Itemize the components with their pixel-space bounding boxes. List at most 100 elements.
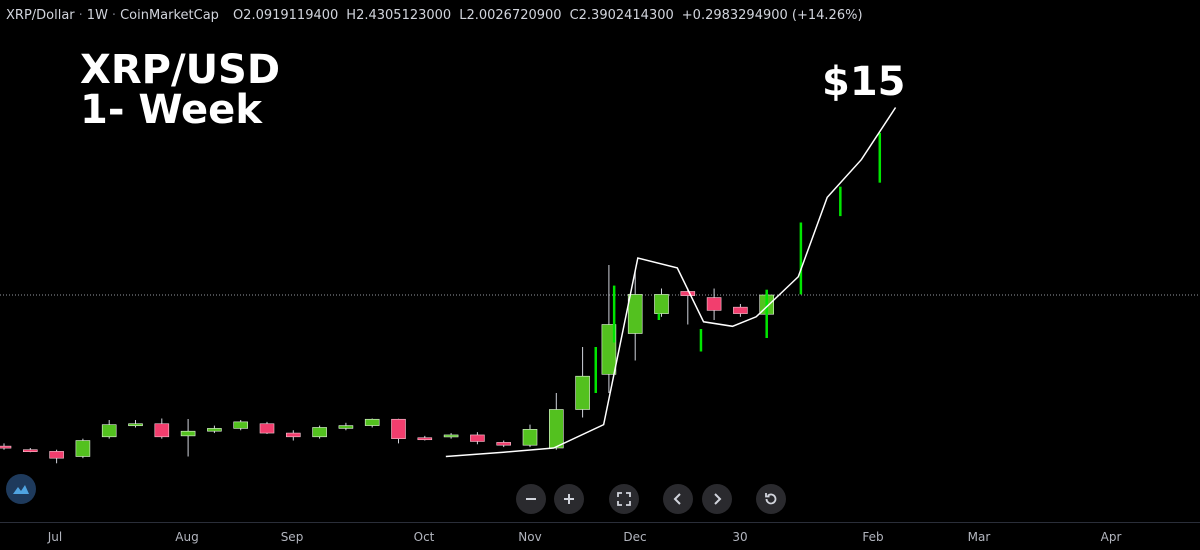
reset-icon [765,493,777,505]
candle [101,420,117,439]
candle [75,438,91,459]
candle-body [75,440,91,457]
candle [496,440,512,448]
candle [548,393,564,450]
x-tick-label: Sep [280,530,304,544]
high-value: 2.4305123000 [356,8,452,23]
tradingview-logo-icon[interactable] [6,474,36,504]
chart-title: XRP/USD 1- Week [80,50,280,130]
candle-body [654,294,669,314]
candle-body [338,425,354,429]
candle [338,422,354,431]
scroll-back-button[interactable] [663,484,693,514]
candle [627,270,643,361]
candle-body [154,423,170,438]
chart-title-line2: 1- Week [80,87,262,133]
low-label: L [459,8,467,23]
candle-body [101,424,117,438]
open-value: 2.0919119400 [243,8,339,23]
candle-body [733,306,748,314]
candles-group [0,265,775,464]
candle-body [522,429,538,446]
fullscreen-button[interactable] [609,484,639,514]
candle [654,288,669,317]
chevron-right-icon [714,493,722,505]
x-tick-label: Aug [175,530,199,544]
price-chart[interactable]: $15 [0,0,1200,522]
chevron-left-icon [673,493,681,505]
candle-body [627,294,643,334]
candle-body [443,434,459,438]
candle [180,419,196,457]
candle [601,265,617,393]
change-value: +0.2983294900 (+14.26%) [681,8,863,23]
candle [680,288,696,325]
plus-icon [564,494,574,504]
candle [128,420,143,428]
candle-body [706,297,722,311]
chart-legend: XRP/Dollar · 1W · CoinMarketCap O2.0919119400… [6,8,863,23]
candle [733,303,748,317]
candle [706,288,722,320]
candle-body [496,442,512,446]
scroll-forward-button[interactable] [702,484,732,514]
symbol-name[interactable]: XRP/Dollar [6,8,75,23]
candle-body [259,423,275,434]
x-tick-label: Apr [1100,530,1122,544]
candle [417,435,433,441]
x-tick-label: Dec [623,530,647,544]
candle-body [548,409,564,449]
candle-body [391,418,406,439]
close-label: C [569,8,579,23]
candle [233,420,248,431]
open-label: O [232,8,244,23]
reset-chart-button[interactable] [756,484,786,514]
candle-body [0,445,12,449]
interval-label[interactable]: 1W [86,8,108,23]
candle-body [680,291,696,296]
candle-body [180,430,196,437]
fullscreen-icon [617,492,631,506]
candle-body [575,375,590,410]
zoom-in-button[interactable] [554,484,584,514]
candle [443,433,459,439]
target-annotation: $15 [822,59,906,105]
candle-body [128,423,143,427]
candle [207,425,222,434]
x-tick-label: Nov [518,530,542,544]
time-axis[interactable]: Jul Aug Sep Oct Nov Dec 30 Feb Mar Apr [0,522,1200,550]
candle-body [207,428,222,432]
chart-title-line1: XRP/USD [80,47,281,93]
low-value: 2.0026720900 [466,8,562,23]
close-value: 2.3902414300 [578,8,674,23]
x-tick-label: 30 [732,530,748,544]
candle [391,418,406,444]
candle [575,347,590,418]
x-tick-label: Feb [862,530,884,544]
candle-body [233,421,248,429]
data-source: CoinMarketCap [120,8,219,23]
candle [522,424,538,448]
candle [285,430,301,441]
candle-body [22,449,38,453]
x-tick-label: Jul [47,530,63,544]
candle-body [312,427,327,438]
candle [22,448,38,453]
candle-body [49,451,64,459]
candle-body [417,437,433,441]
minus-icon [526,498,536,500]
candle-body [364,418,380,426]
candle [364,418,380,428]
candle [49,449,64,464]
candle [312,425,327,439]
high-label: H [346,8,357,23]
x-tick-label: Oct [413,530,435,544]
candle [0,443,12,450]
candle [154,418,170,439]
zoom-out-button[interactable] [516,484,546,514]
candle-body [470,434,485,442]
candle-body [601,324,617,375]
candle-body [285,432,301,438]
projection-line [445,107,897,458]
candle [259,421,275,434]
